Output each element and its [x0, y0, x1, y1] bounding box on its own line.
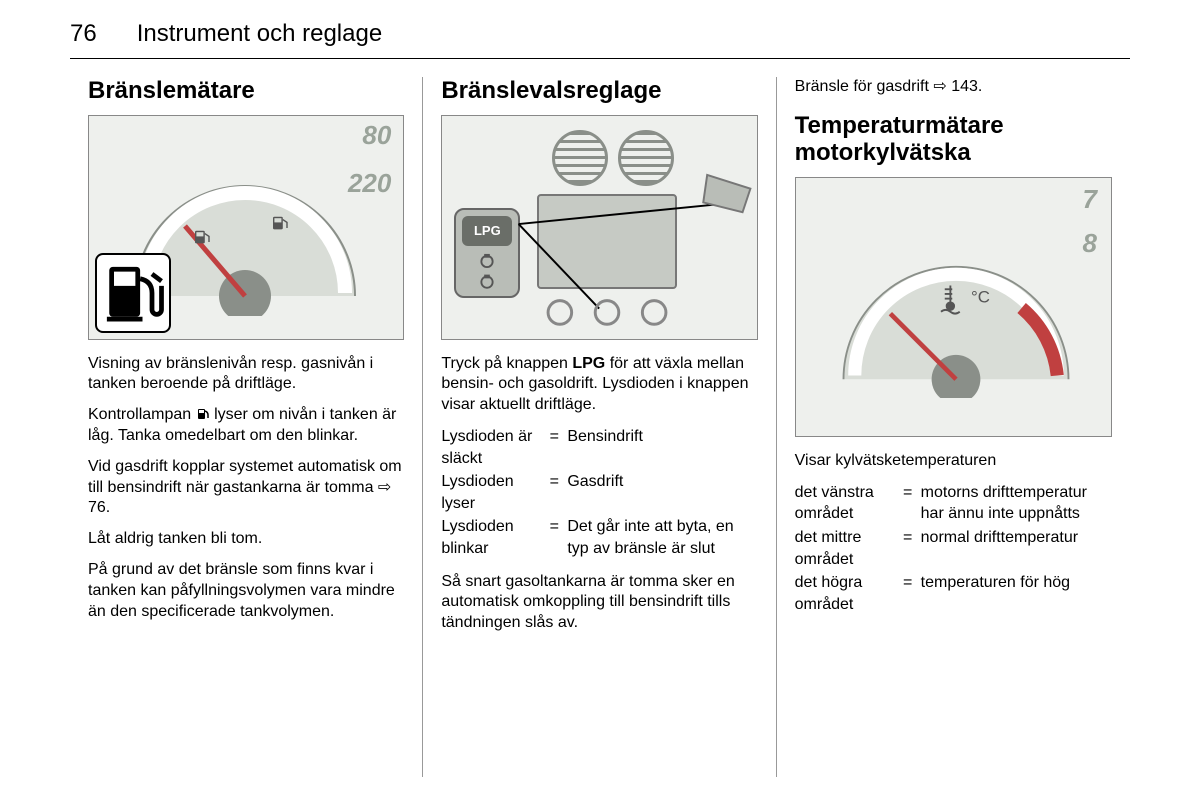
temp-scale-7: 7 [1083, 184, 1097, 215]
column-2: Bränslevalsreglage LPG [423, 77, 776, 777]
coolant-text-1: Visar kylvätsketemperaturen [795, 451, 1112, 472]
gas-fuel-reference: Bränsle för gasdrift ⇨ 143. [795, 77, 1112, 98]
column-3: Bränsle för gasdrift ⇨ 143. Temperaturmä… [777, 77, 1130, 777]
table-row: det mittre området = normal drifttempera… [795, 527, 1112, 570]
table-row: Lysdioden lyser = Gasdrift [441, 471, 757, 514]
table-row: det vänstra området = motorns drifttempe… [795, 482, 1112, 525]
column-1: Bränslemätare 80 220 [70, 77, 423, 777]
heading-fuel-selector: Bränslevalsreglage [441, 77, 757, 105]
page-number: 76 [70, 20, 97, 48]
page-header: 76 Instrument och reglage [70, 20, 1130, 59]
heading-coolant-temp: Temperaturmätare motorkylvätska [795, 112, 1112, 167]
fuel-pump-icon [95, 253, 171, 333]
temp-dial-svg: °C [826, 248, 1086, 398]
fuel-text-5: På grund av det bränsle som finns kvar i… [88, 560, 404, 622]
lpg-text-1: Tryck på knappen LPG för att växla mella… [441, 354, 757, 416]
callout-lines [442, 116, 756, 337]
temp-unit-label: °C [971, 287, 990, 306]
chapter-title: Instrument och reglage [137, 20, 382, 48]
table-row: Lysdioden blinkar = Det går inte att byt… [441, 516, 757, 559]
fuel-text-1: Visning av bränslenivån resp. gasnivån i… [88, 354, 404, 396]
lpg-dashboard-illustration: LPG [441, 115, 757, 340]
speed-label-80: 80 [362, 120, 391, 151]
heading-fuel-gauge: Bränslemätare [88, 77, 404, 105]
fuel-text-4: Låt aldrig tanken bli tom. [88, 529, 404, 550]
content-columns: Bränslemätare 80 220 [70, 77, 1130, 777]
table-row: Lysdioden är släckt = Bensindrift [441, 426, 757, 469]
coolant-gauge-illustration: 7 8 °C [795, 177, 1112, 437]
fuel-gauge-illustration: 80 220 [88, 115, 404, 340]
lpg-text-2: Så snart gasoltankarna är tomma sker en … [441, 572, 757, 634]
lpg-led-states: Lysdioden är släckt = Bensindrift Lysdio… [441, 426, 757, 560]
coolant-zones: det vänstra området = motorns drifttempe… [795, 482, 1112, 616]
fuel-low-icon [196, 407, 210, 421]
fuel-text-3: Vid gasdrift kopplar systemet automatisk… [88, 457, 404, 519]
fuel-text-2: Kontrollampan lyser om nivån i tanken är… [88, 405, 404, 447]
table-row: det högra området = temperaturen för hög [795, 572, 1112, 615]
